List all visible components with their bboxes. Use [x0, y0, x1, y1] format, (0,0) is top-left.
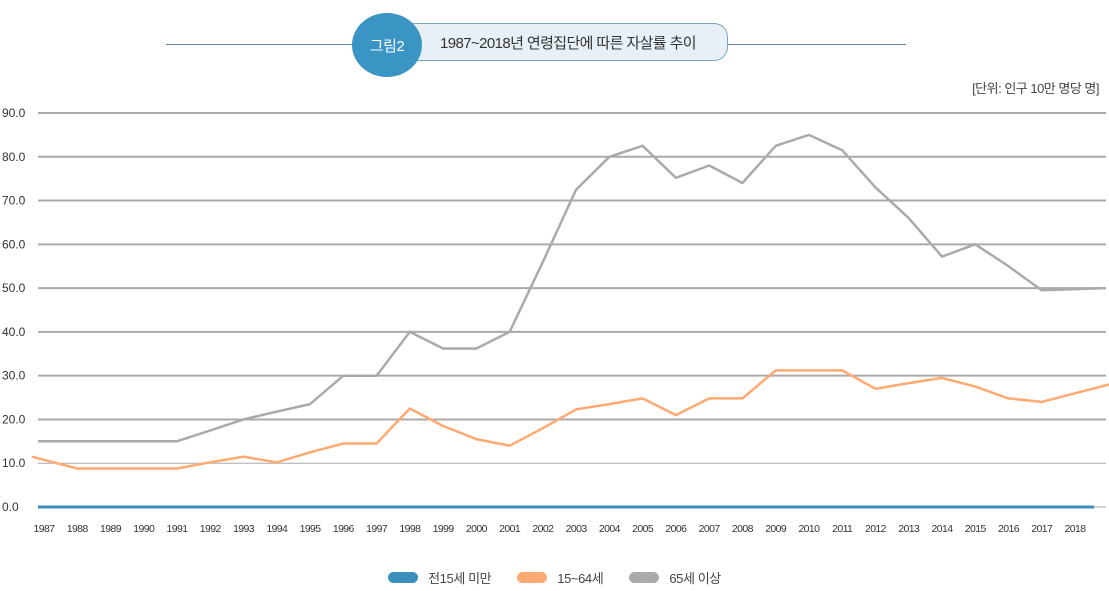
- legend: 전15세 미만 15~64세 65세 이상: [0, 568, 1109, 587]
- x-tick-label: 2002: [532, 523, 554, 535]
- x-tick-label: 2011: [832, 523, 853, 535]
- legend-swatch-15-64: [517, 572, 548, 583]
- y-tick-label: 70.0: [2, 194, 26, 208]
- unit-label: [단위: 인구 10만 명당 명]: [972, 81, 1099, 96]
- line-chart: 0.010.020.030.040.050.060.070.080.090.0 …: [2, 106, 1109, 535]
- series-15-64-line: [31, 369, 1109, 470]
- title-rule-left: [166, 44, 366, 45]
- x-tick-label: 1994: [266, 523, 288, 535]
- x-tick-label: 2008: [732, 523, 754, 535]
- x-tick-label: 1999: [433, 523, 455, 535]
- y-axis-ticks: 0.0 10.0 20.0 30.0 40.0 50.0 60.0 70.0 80.0 90.0: [2, 106, 26, 514]
- title-rule-right: [728, 44, 906, 45]
- x-tick-label: 1987: [34, 523, 56, 535]
- x-tick-label: 2016: [998, 523, 1020, 535]
- x-tick-label: 2015: [965, 523, 987, 535]
- y-tick-label: 20.0: [2, 412, 26, 426]
- x-tick-label: 2005: [632, 523, 654, 535]
- legend-label-under15: 전15세 미만: [428, 571, 492, 586]
- chart-title: 1987~2018년 연령집단에 따른 자살률 추이: [395, 23, 728, 61]
- x-tick-label: 2006: [665, 523, 687, 535]
- x-tick-label: 1998: [399, 523, 421, 535]
- x-tick-label: 2013: [898, 523, 920, 535]
- figure-badge: 그림2: [352, 13, 422, 77]
- y-tick-label: 40.0: [2, 325, 26, 339]
- x-tick-label: 2003: [566, 523, 588, 535]
- y-tick-label: 0.0: [2, 500, 19, 514]
- y-tick-label: 90.0: [2, 106, 26, 120]
- x-tick-label: 2001: [499, 523, 521, 535]
- series-over65-line: [38, 133, 1107, 443]
- x-tick-label: 1990: [133, 523, 155, 535]
- x-tick-label: 1989: [100, 523, 122, 535]
- x-tick-label: 1997: [366, 523, 388, 535]
- x-tick-label: 2018: [1065, 523, 1087, 535]
- x-tick-label: 1992: [200, 523, 222, 535]
- legend-label-over65: 65세 이상: [669, 571, 721, 586]
- y-tick-label: 50.0: [2, 281, 26, 295]
- x-tick-label: 1991: [167, 523, 189, 535]
- x-tick-label: 2014: [931, 523, 953, 535]
- x-tick-label: 2007: [699, 523, 721, 535]
- legend-item-over65[interactable]: 65세 이상: [629, 568, 721, 587]
- x-tick-label: 2000: [466, 523, 488, 535]
- y-tick-label: 80.0: [2, 150, 26, 164]
- legend-item-under15[interactable]: 전15세 미만: [388, 568, 492, 587]
- x-tick-label: 1993: [233, 523, 255, 535]
- x-tick-label: 2009: [765, 523, 787, 535]
- chart-title-text: 1987~2018년 연령집단에 따른 자살률 추이: [440, 34, 697, 52]
- x-tick-label: 2012: [865, 523, 887, 535]
- x-axis-ticks: 1987 1988 1989 1990 1991 1992 1993 1994 1995 1996…: [34, 523, 1087, 535]
- x-tick-label: 1988: [67, 523, 89, 535]
- x-tick-label: 2017: [1031, 523, 1053, 535]
- legend-swatch-over65: [629, 572, 660, 583]
- grid-lines: [38, 112, 1106, 508]
- y-tick-label: 10.0: [2, 456, 26, 470]
- x-tick-label: 2004: [599, 523, 621, 535]
- x-tick-label: 1996: [333, 523, 355, 535]
- x-tick-label: 1995: [300, 523, 322, 535]
- y-tick-label: 60.0: [2, 237, 26, 251]
- legend-swatch-under15: [388, 572, 419, 583]
- y-tick-label: 30.0: [2, 369, 26, 383]
- x-tick-label: 2010: [798, 523, 820, 535]
- legend-item-15-64[interactable]: 15~64세: [517, 568, 604, 587]
- legend-label-15-64: 15~64세: [557, 571, 604, 586]
- series-lines: [31, 133, 1109, 509]
